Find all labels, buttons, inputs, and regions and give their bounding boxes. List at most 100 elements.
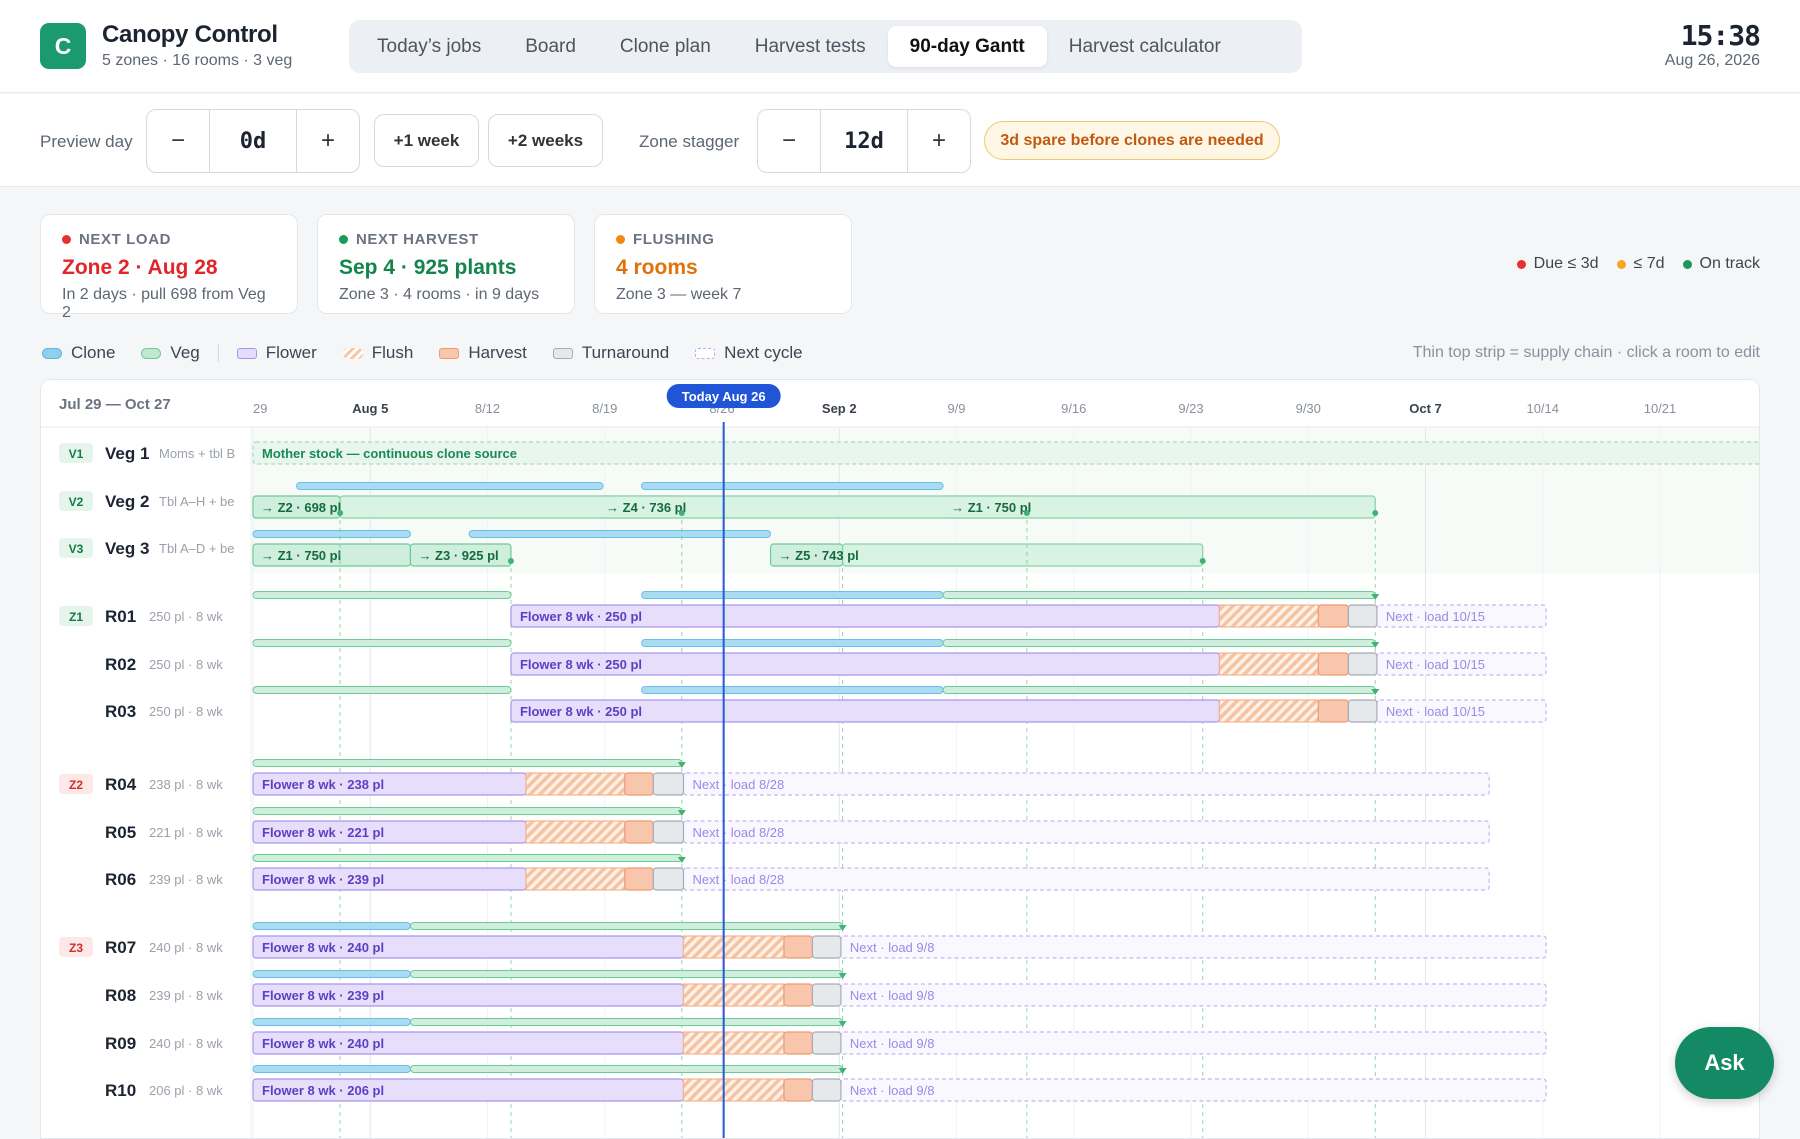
harvest-bar[interactable] [783, 1078, 814, 1102]
preview-plus-button[interactable]: + [320, 127, 335, 154]
flush-bar[interactable] [525, 867, 626, 891]
turnaround-bar[interactable] [1347, 652, 1378, 676]
mother-stock-label: Mother stock — continuous clone source [262, 446, 517, 461]
veg-bar-long[interactable] [841, 543, 1204, 567]
plus-1-week-button[interactable]: +1 week [374, 114, 479, 167]
room-meta: 240 pl · 8 wk [149, 940, 223, 955]
next-cycle-bar[interactable] [682, 867, 1490, 891]
next-harvest-card[interactable]: NEXT HARVEST Sep 4 · 925 plants Zone 3 ·… [317, 214, 575, 314]
axis-tick-label: 10/21 [1644, 401, 1677, 416]
zone-badge [59, 774, 93, 794]
axis-tick-label: Aug 5 [352, 401, 388, 416]
turnaround-bar[interactable] [811, 1031, 842, 1055]
next-cycle-bar[interactable] [682, 820, 1490, 844]
tab-todays-jobs[interactable]: Today’s jobs [377, 35, 482, 57]
main-tabs: Today’s jobs Board Clone plan Harvest te… [349, 20, 1302, 73]
axis-tick-label: 9/30 [1296, 401, 1321, 416]
veg-transfer-label: → Z2 · 698 pl [261, 500, 341, 515]
zone-badge [59, 937, 93, 957]
flushing-card[interactable]: FLUSHING 4 rooms Zone 3 — week 7 [594, 214, 852, 314]
transfer-arrow [1371, 642, 1380, 648]
preview-minus-button[interactable]: − [170, 127, 185, 154]
next-cycle-bar[interactable] [840, 1078, 1547, 1102]
flush-bar[interactable] [1218, 699, 1319, 723]
veg-name: Veg 2 [105, 492, 149, 511]
top-header: C Canopy Control 5 zones · 16 rooms · 3 … [0, 0, 1800, 93]
harvest-bar[interactable] [624, 867, 654, 891]
turnaround-bar[interactable] [652, 772, 685, 796]
flush-bar[interactable] [682, 935, 785, 959]
harvest-bar[interactable] [783, 1031, 814, 1055]
app-logo[interactable]: C [40, 23, 86, 69]
veg-strip [252, 591, 512, 599]
tab-harvest-tests[interactable]: Harvest tests [754, 35, 866, 57]
legend-flush: Flush [342, 343, 413, 363]
turnaround-bar[interactable] [811, 983, 842, 1007]
flush-bar[interactable] [682, 1031, 785, 1055]
room-name: R03 [105, 702, 136, 721]
harvest-bar[interactable] [624, 772, 654, 796]
turnaround-bar[interactable] [811, 1078, 842, 1102]
spare-warning-badge: 3d spare before clones are needed [984, 121, 1280, 160]
app-subtitle: 5 zones · 16 rooms · 3 veg [102, 52, 293, 69]
flush-bar[interactable] [682, 1078, 785, 1102]
tab-clone-plan[interactable]: Clone plan [619, 35, 711, 57]
turnaround-bar[interactable] [1347, 604, 1378, 628]
turnaround-bar[interactable] [1347, 699, 1378, 723]
veg-bar-long[interactable] [339, 495, 1376, 519]
turnaround-bar[interactable] [652, 820, 685, 844]
flush-bar[interactable] [525, 820, 626, 844]
harvest-bar[interactable] [1317, 699, 1350, 723]
next-load-card[interactable]: NEXT LOAD Zone 2 · Aug 28 In 2 days · pu… [40, 214, 298, 321]
room-meta: 206 pl · 8 wk [149, 1083, 223, 1098]
harvest-bar[interactable] [624, 820, 654, 844]
gantt-hint: Thin top strip = supply chain · click a … [1412, 344, 1760, 361]
preview-day-value[interactable]: 0d [209, 110, 297, 172]
next-cycle-bar[interactable] [682, 772, 1490, 796]
veg-note: Tbl A–D + be [159, 541, 235, 556]
next-cycle-bar[interactable] [840, 983, 1547, 1007]
mother-stock-bar[interactable] [252, 441, 1760, 465]
harvest-bar[interactable] [1317, 604, 1350, 628]
clone-strip [641, 591, 944, 599]
legend-clone: Clone [42, 343, 115, 363]
flush-bar[interactable] [682, 983, 785, 1007]
today-badge-label: Today Aug 26 [682, 389, 766, 404]
room-name: R01 [105, 607, 136, 626]
next-cycle-bar[interactable] [840, 1031, 1547, 1055]
axis-tick-label: 8/19 [592, 401, 617, 416]
next-cycle-bar[interactable] [840, 935, 1547, 959]
harvest-bar[interactable] [783, 983, 814, 1007]
tab-harvest-calculator[interactable]: Harvest calculator [1068, 35, 1221, 57]
flush-bar[interactable] [1218, 652, 1319, 676]
next-harvest-detail: Zone 3 · 4 rooms · in 9 days [339, 286, 540, 303]
clone-strip [641, 639, 944, 647]
harvest-bar[interactable] [1317, 652, 1350, 676]
stagger-minus-button[interactable]: − [781, 127, 796, 154]
zone-badge-text: Z3 [69, 941, 83, 955]
plus-2-weeks-button[interactable]: +2 weeks [488, 114, 603, 167]
turnaround-bar[interactable] [811, 935, 842, 959]
phase-legend: Clone Veg Flower Flush Harvest Turnaroun… [42, 343, 829, 363]
veg-strip [252, 686, 512, 694]
zone-stagger-value[interactable]: 12d [820, 110, 908, 172]
clone-strip [252, 1065, 411, 1073]
turnaround-bar[interactable] [652, 867, 685, 891]
flush-bar[interactable] [1218, 604, 1319, 628]
flower-bar-label: Flower 8 wk · 221 pl [262, 825, 384, 840]
veg-bar[interactable] [409, 543, 512, 567]
veg-transfer-label: → Z3 · 925 pl [418, 548, 498, 563]
stagger-plus-button[interactable]: + [931, 127, 946, 154]
clone-strip [468, 530, 772, 538]
supply-point [1199, 558, 1206, 564]
tab-board[interactable]: Board [525, 35, 576, 57]
harvest-bar[interactable] [783, 935, 814, 959]
next-cycle-label: Next · load 9/8 [850, 1036, 935, 1051]
tab-90-day-gantt[interactable]: 90-day Gantt [887, 26, 1047, 67]
veg-strip [409, 1018, 844, 1026]
room-meta: 221 pl · 8 wk [149, 825, 223, 840]
ask-button[interactable]: Ask [1675, 1027, 1774, 1099]
clone-strip [252, 922, 411, 930]
flush-bar[interactable] [525, 772, 626, 796]
